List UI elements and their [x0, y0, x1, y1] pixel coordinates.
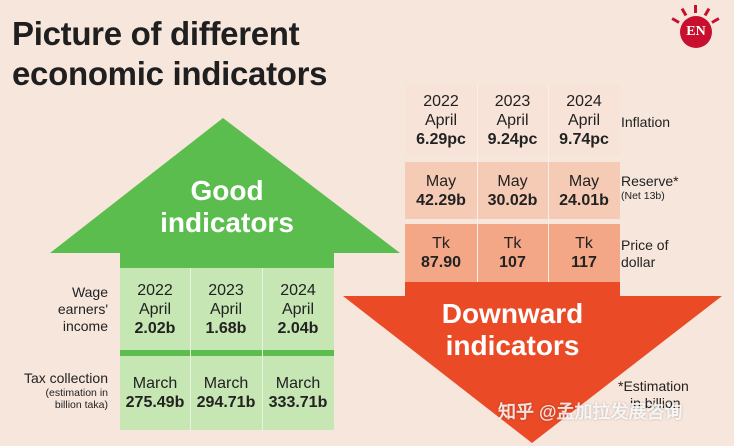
dollar-cell-1: Tk 87.90: [420, 235, 462, 271]
tax-cell-1: March 275.49b: [125, 375, 185, 411]
good-row-2-bg: [120, 356, 334, 430]
watermark: 知乎 @孟加拉发展咨询: [498, 402, 683, 422]
wage-2022-cell: 2022 April 2.02b: [134, 281, 176, 337]
title-line-2: economic indicators: [12, 55, 328, 92]
dollar-cell-2: Tk 107: [499, 235, 526, 271]
inflation-2024-cell: 2024 April 9.74pc: [559, 92, 609, 148]
downward-indicators-label: Downward indicators: [441, 298, 584, 361]
good-indicators-label: Good indicators: [160, 175, 294, 238]
down-row-3-bg: [405, 224, 620, 282]
inflation-label: Inflation: [621, 114, 671, 130]
tax-cell-2: March 294.71b: [196, 375, 256, 411]
logo-badge: EN: [680, 16, 712, 48]
reserve-cell-2: May 30.02b: [487, 172, 538, 209]
reserve-label: Reserve* (Net 13b): [621, 173, 679, 202]
good-row-1-bg: [120, 268, 334, 350]
wage-earners-label: Wage earners' income: [57, 284, 108, 334]
down-row-1-bg: [405, 85, 620, 155]
wage-2023-cell: 2023 April 1.68b: [205, 281, 247, 337]
wage-2024-cell: 2024 April 2.04b: [277, 281, 319, 337]
downward-indicators-arrow: [343, 282, 722, 443]
en-logo: EN: [666, 2, 726, 52]
inflation-2023-cell: 2023 April 9.24pc: [487, 92, 538, 148]
inflation-2022-cell: 2022 April 6.29pc: [416, 92, 466, 148]
dollar-cell-3: Tk 117: [571, 235, 597, 271]
title-line-1: Picture of different: [12, 15, 300, 52]
tax-collection-label: Tax collection (estimation in billion ta…: [23, 370, 108, 411]
tax-cell-3: March 333.71b: [268, 375, 328, 411]
estimation-footnote: *Estimation in billion: [618, 378, 689, 411]
page-title: Picture of different economic indicators: [12, 14, 328, 94]
reserve-cell-1: May 42.29b: [416, 172, 466, 209]
down-row-2-bg: [405, 162, 620, 219]
reserve-cell-3: May 24.01b: [559, 172, 609, 209]
price-of-dollar-label: Price of dollar: [621, 237, 669, 270]
